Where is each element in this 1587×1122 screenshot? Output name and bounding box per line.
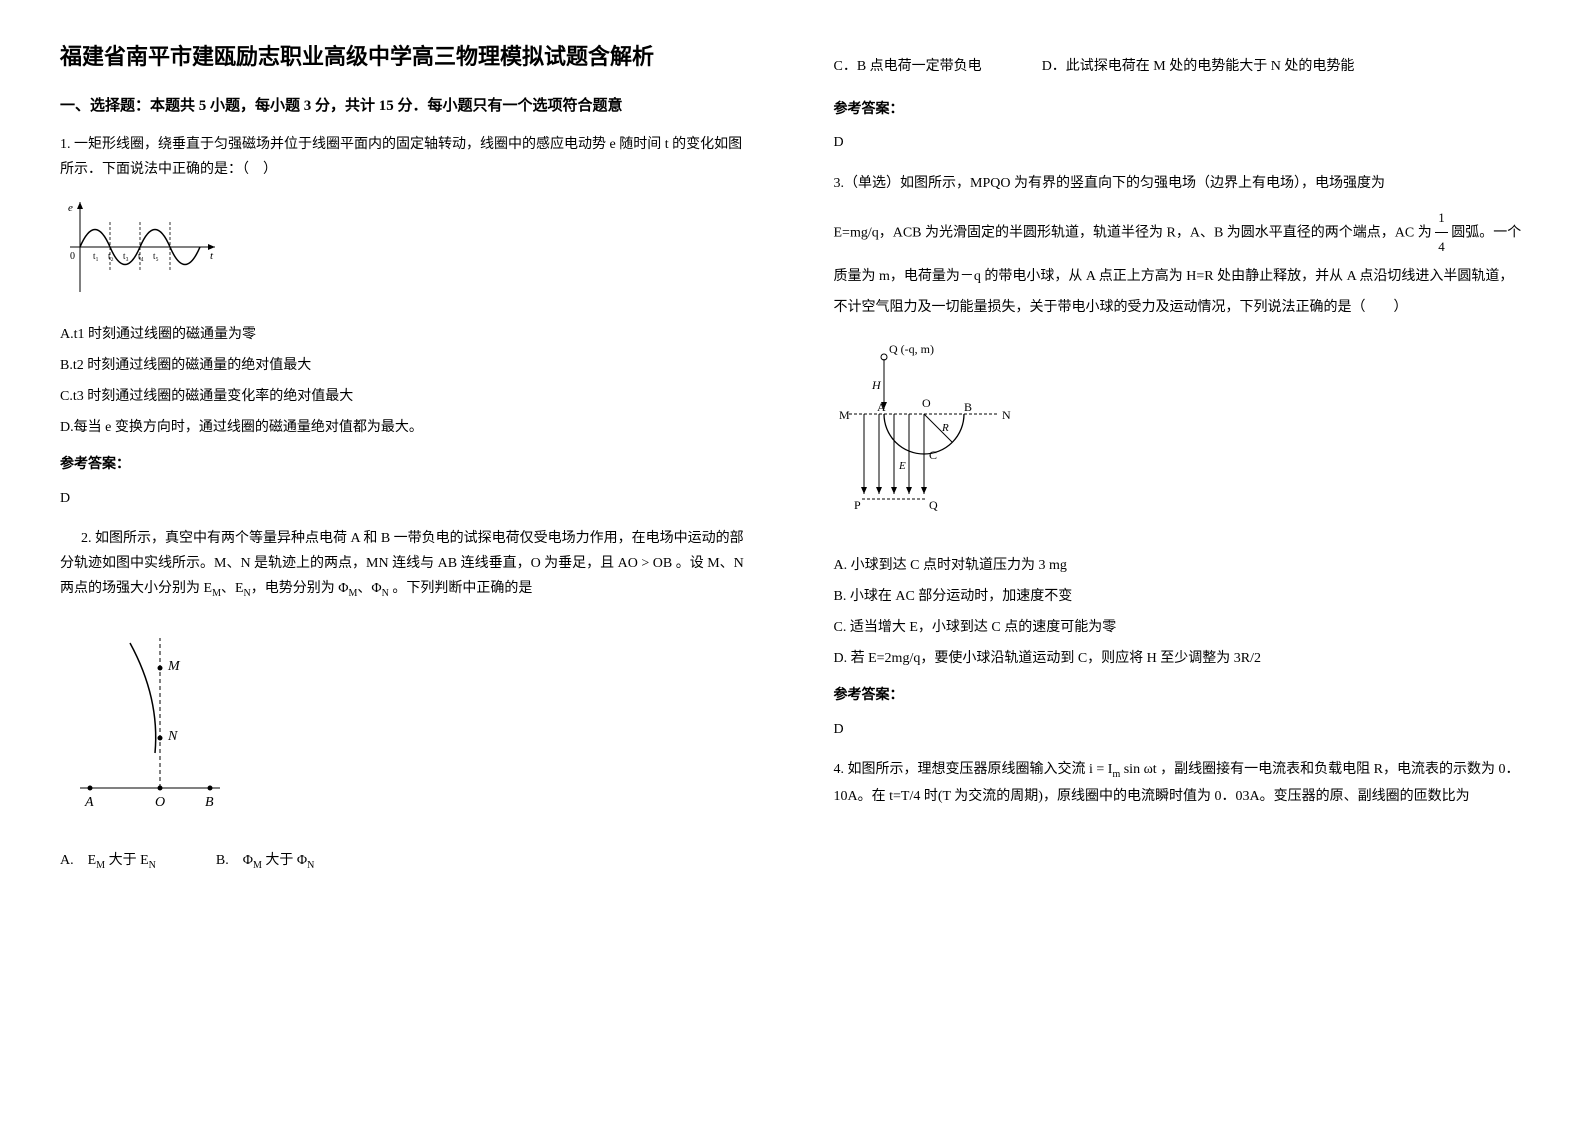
q1-optB: B.t2 时刻通过线圈的磁通量的绝对值最大 [60, 353, 754, 378]
q2-optA: A. EM 大于 EN [60, 848, 156, 875]
svg-text:P: P [854, 498, 861, 512]
svg-text:Q: Q [929, 498, 938, 512]
svg-text:t₄: t₄ [138, 251, 144, 261]
svg-text:N: N [1002, 408, 1011, 422]
q1-answer-label: 参考答案： [60, 452, 754, 477]
svg-text:B: B [964, 400, 972, 414]
question-1: 1. 一矩形线圈，绕垂直于匀强磁场并位于线圈平面内的固定轴转动，线圈中的感应电动… [60, 132, 754, 511]
q1-optD: D.每当 e 变换方向时，通过线圈的磁通量绝对值都为最大。 [60, 415, 754, 440]
section1-heading: 一、选择题：本题共 5 小题，每小题 3 分，共计 15 分．每小题只有一个选项… [60, 93, 754, 120]
svg-text:Q (-q, m): Q (-q, m) [889, 342, 934, 356]
svg-text:t₁: t₁ [93, 251, 99, 261]
q1-optC: C.t3 时刻通过线圈的磁通量变化率的绝对值最大 [60, 384, 754, 409]
q2-answer: D [834, 130, 1528, 155]
q3-answer: D [834, 717, 1528, 742]
svg-text:0: 0 [70, 251, 75, 262]
q3-stem-line2: E=mg/q，ACB 为光滑固定的半圆形轨道，轨道半径为 R，A、B 为圆水平直… [834, 204, 1528, 324]
svg-text:t₃: t₃ [123, 251, 129, 261]
q1-answer: D [60, 486, 754, 511]
svg-text:B: B [205, 795, 214, 810]
question-2: 2. 如图所示，真空中有两个等量异种点电荷 A 和 B 一带负电的试探电荷仅受电… [60, 526, 754, 881]
svg-text:t₅: t₅ [153, 251, 159, 261]
svg-text:M: M [839, 408, 850, 422]
q3-optD: D. 若 E=2mg/q，要使小球沿轨道运动到 C，则应将 H 至少调整为 3R… [834, 646, 1528, 671]
svg-text:E: E [898, 460, 906, 472]
svg-text:R: R [941, 422, 949, 434]
q2-answer-label: 参考答案： [834, 97, 1528, 122]
svg-text:e: e [68, 202, 73, 214]
svg-text:H: H [871, 378, 882, 392]
svg-text:C: C [929, 448, 937, 462]
q3-answer-label: 参考答案： [834, 683, 1528, 708]
q3-diagram: Q (-q, m) H M N A B O R C [834, 339, 1528, 538]
svg-text:O: O [922, 396, 931, 410]
doc-title: 福建省南平市建瓯励志职业高级中学高三物理模拟试题含解析 [60, 40, 754, 73]
q2-optC: C．B 点电荷一定带负电 [834, 54, 982, 79]
question-3: 3.（单选）如图所示，MPQO 为有界的竖直向下的匀强电场（边界上有电场），电场… [834, 171, 1528, 742]
svg-text:N: N [167, 729, 178, 744]
svg-text:t: t [210, 250, 214, 262]
svg-text:t₂: t₂ [108, 251, 114, 261]
svg-text:M: M [167, 659, 181, 674]
q4-stem: 4. 如图所示，理想变压器原线圈输入交流 i = Im sin ωt ，副线圈接… [834, 757, 1528, 809]
q2-stem: 2. 如图所示，真空中有两个等量异种点电荷 A 和 B 一带负电的试探电荷仅受电… [60, 526, 754, 603]
q1-optA: A.t1 时刻通过线圈的磁通量为零 [60, 322, 754, 347]
q3-stem-line1: 3.（单选）如图所示，MPQO 为有界的竖直向下的匀强电场（边界上有电场），电场… [834, 171, 1528, 196]
q3-optC: C. 适当增大 E，小球到达 C 点的速度可能为零 [834, 615, 1528, 640]
q2-optD: D．此试探电荷在 M 处的电势能大于 N 处的电势能 [1042, 54, 1355, 79]
svg-text:A: A [84, 795, 94, 810]
q2-opts-cd: C．B 点电荷一定带负电 D．此试探电荷在 M 处的电势能大于 N 处的电势能 [834, 48, 1528, 85]
q1-stem: 1. 一矩形线圈，绕垂直于匀强磁场并位于线圈平面内的固定轴转动，线圈中的感应电动… [60, 132, 754, 182]
q2-diagram: A O B M N [60, 618, 754, 827]
q3-optB: B. 小球在 AC 部分运动时，加速度不变 [834, 584, 1528, 609]
question-4: 4. 如图所示，理想变压器原线圈输入交流 i = Im sin ωt ，副线圈接… [834, 757, 1528, 809]
svg-text:O: O [155, 795, 165, 810]
svg-text:A: A [877, 400, 886, 414]
q2-optB: B. ΦM 大于 ΦN [216, 848, 314, 875]
q3-optA: A. 小球到达 C 点时对轨道压力为 3 mg [834, 553, 1528, 578]
q1-diagram: e t 0 t₁ t₂ t₃ t₄ t₅ [60, 197, 754, 306]
